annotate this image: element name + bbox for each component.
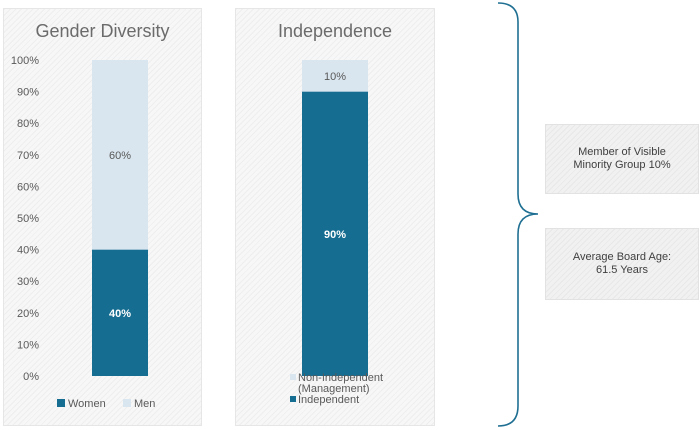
y-tick-label: 80% [17, 118, 39, 130]
y-tick-label: 0% [23, 371, 39, 383]
legend-label: (Management) [298, 383, 370, 395]
legend-label: Women [68, 398, 106, 410]
y-tick-label: 70% [17, 150, 39, 162]
bar-segment-men [92, 60, 148, 250]
data-label: 40% [109, 308, 131, 320]
legend-swatch [290, 396, 296, 402]
bar-segment-non-independent-management- [302, 60, 368, 92]
y-tick-label: 10% [17, 339, 39, 351]
legend-swatch [290, 374, 296, 380]
average-age-info-box: Average Board Age: 61.5 Years [545, 228, 699, 300]
average-age-text: Average Board Age: 61.5 Years [572, 251, 672, 276]
legend-label: Men [134, 398, 155, 410]
visible-minority-text: Member of Visible Minority Group 10% [573, 146, 671, 171]
independence-title: Independence [277, 21, 393, 41]
gender-diversity-title: Gender Diversity [35, 21, 170, 41]
data-label: 10% [324, 71, 346, 83]
data-label: 60% [109, 150, 131, 162]
y-tick-label: 60% [17, 181, 39, 193]
y-tick-label: 20% [17, 308, 39, 320]
curly-brace [497, 2, 539, 427]
legend-swatch [57, 399, 65, 407]
bar-segment-women [92, 249, 148, 376]
y-tick-label: 50% [17, 213, 39, 225]
legend-label: Independent [298, 394, 359, 406]
y-tick-label: 100% [11, 55, 39, 67]
data-label: 90% [324, 229, 346, 241]
y-tick-label: 30% [17, 276, 39, 288]
legend-label: Non-Independent [298, 372, 383, 384]
visible-minority-info-box: Member of Visible Minority Group 10% [545, 124, 699, 194]
legend-swatch [123, 399, 131, 407]
y-tick-label: 90% [17, 87, 39, 99]
y-tick-label: 40% [17, 245, 39, 257]
bar-segment-independent [302, 91, 368, 376]
